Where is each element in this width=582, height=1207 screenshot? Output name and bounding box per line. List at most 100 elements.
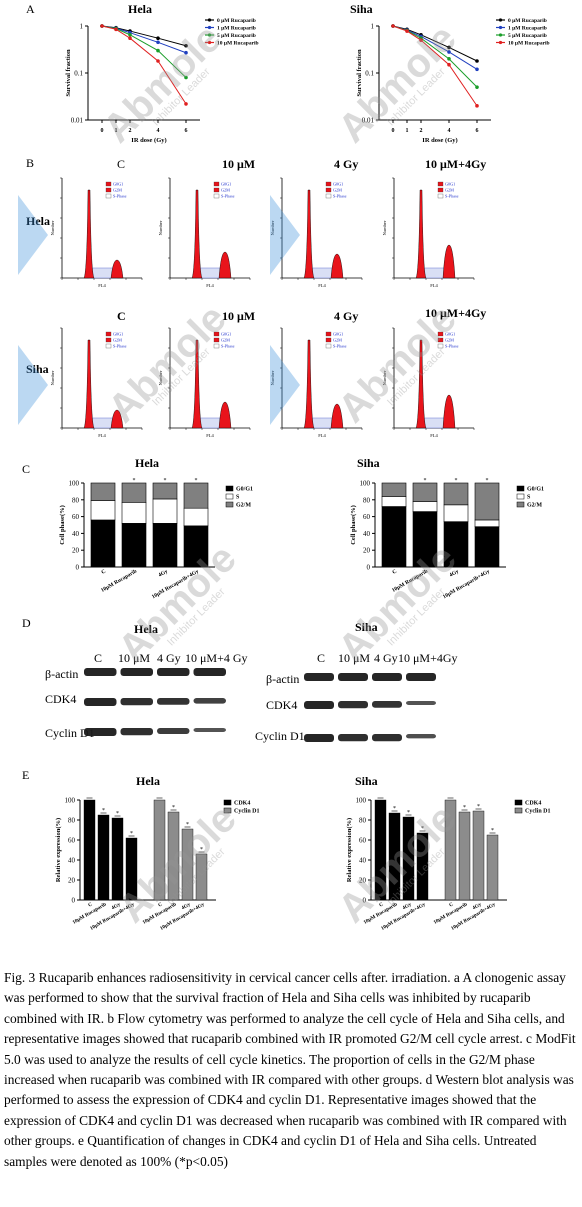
significance-mark: *	[491, 828, 494, 834]
stacked-bar-segment	[121, 482, 147, 503]
significance-mark: *	[186, 822, 189, 828]
legend-swatch	[225, 485, 234, 492]
panel-a-left-title: Hela	[128, 2, 152, 16]
legend-label: G2M	[221, 188, 230, 193]
legend-marker	[498, 18, 503, 22]
legend-label: G0G1	[113, 182, 123, 187]
panel-c-letter: C	[22, 462, 31, 476]
legend-swatch	[223, 807, 232, 814]
legend-label: G0G1	[113, 332, 123, 337]
data-point	[475, 104, 479, 108]
data-point	[184, 50, 188, 55]
legend-label: G2M	[445, 188, 454, 193]
wb-col-combo-r: 10 μM+4Gy	[398, 651, 458, 665]
bar	[153, 799, 166, 901]
panel-b-letter: B	[26, 156, 35, 170]
x-tick-label: 2	[129, 128, 132, 134]
x-tick-label: C	[448, 901, 454, 908]
legend-label: S	[527, 495, 531, 501]
legend-marker	[207, 40, 212, 45]
legend-marker	[498, 25, 503, 30]
panel-c-left-title: Hela	[135, 456, 159, 470]
western-band	[372, 734, 402, 742]
y-axis-label: Relative expression(%)	[346, 818, 353, 882]
legend-swatch	[105, 337, 112, 343]
legend-label: S-Phase	[333, 194, 347, 199]
significance-mark: *	[424, 478, 427, 484]
legend-label: CDK4	[525, 801, 541, 807]
x-tick-label: 6	[185, 128, 188, 134]
stacked-bar-segment	[474, 526, 500, 568]
legend-swatch	[105, 331, 112, 337]
y-tick-label: 1	[80, 23, 84, 31]
significance-mark: *	[102, 808, 105, 814]
legend-label: 0 μM Rucaparib	[217, 18, 256, 24]
western-band	[120, 728, 153, 736]
wb-label-cdk4-r: CDK4	[266, 698, 298, 712]
g0g1-peak	[83, 339, 95, 429]
data-point	[475, 59, 479, 63]
stacked-bar-segment	[474, 482, 500, 521]
data-point	[447, 62, 451, 67]
bar	[195, 853, 208, 901]
legend-label: G0G1	[445, 332, 455, 337]
y-tick-label: 20	[72, 547, 80, 555]
western-band	[372, 701, 402, 708]
western-band	[120, 668, 153, 676]
flow-col-10um-2: 10 μM	[222, 309, 256, 323]
significance-mark: *	[116, 811, 119, 817]
significance-mark: *	[200, 847, 203, 853]
y-tick-label: 80	[72, 496, 80, 504]
legend-swatch	[213, 337, 220, 343]
y-tick-label: 0.1	[365, 70, 374, 78]
significance-mark: *	[393, 806, 396, 812]
data-point	[391, 24, 395, 28]
g0g1-peak	[83, 189, 95, 279]
y-tick-label: 1	[371, 23, 375, 31]
stacked-bar-segment	[412, 511, 438, 568]
x-tick-label: 4Gy	[402, 901, 413, 911]
x-tick-label: C	[157, 901, 163, 908]
panel-e-right-title: Siha	[355, 774, 378, 788]
decorative-shape	[18, 345, 48, 425]
data-point	[184, 43, 188, 48]
y-axis-label: Survival fraction	[65, 49, 72, 97]
legend-swatch	[223, 799, 232, 806]
x-tick-label: 1	[115, 128, 118, 134]
g2m-peak	[110, 259, 124, 279]
bar	[111, 817, 124, 901]
bar	[402, 816, 415, 901]
legend-label: G2M	[221, 338, 230, 343]
g2m-peak	[218, 401, 232, 429]
data-point	[447, 50, 451, 54]
data-point	[156, 48, 160, 53]
significance-mark: *	[164, 478, 167, 484]
wb-col-4gy: 4 Gy	[157, 651, 181, 665]
flow-col-control-2: C	[117, 309, 126, 323]
hist-x-label: FL4	[98, 283, 106, 288]
x-axis-label: IR dose (Gy)	[131, 137, 166, 144]
bar	[374, 799, 387, 901]
hist-y-label: Number	[382, 220, 387, 235]
western-band	[304, 701, 334, 709]
wb-label-cyclind1-r: Cyclin D1	[255, 729, 305, 743]
bar	[486, 834, 499, 901]
legend-swatch	[514, 807, 523, 814]
wb-label-actin-r: β-actin	[266, 672, 300, 686]
y-tick-label: 40	[359, 857, 367, 865]
stacked-bar-segment	[121, 502, 147, 524]
significance-mark: *	[477, 804, 480, 810]
stacked-bar-segment	[183, 525, 209, 568]
legend-swatch	[325, 181, 332, 187]
legend-label: G0G1	[445, 182, 455, 187]
hist-x-label: FL4	[206, 283, 214, 288]
panel-a-right-title: Siha	[350, 2, 373, 16]
western-band	[193, 668, 226, 676]
legend-label: S-Phase	[113, 194, 127, 199]
bar	[444, 799, 457, 901]
y-axis-label: Cell phase(%)	[350, 505, 357, 545]
western-blot-bands	[84, 668, 436, 742]
decorative-shape	[270, 195, 300, 275]
